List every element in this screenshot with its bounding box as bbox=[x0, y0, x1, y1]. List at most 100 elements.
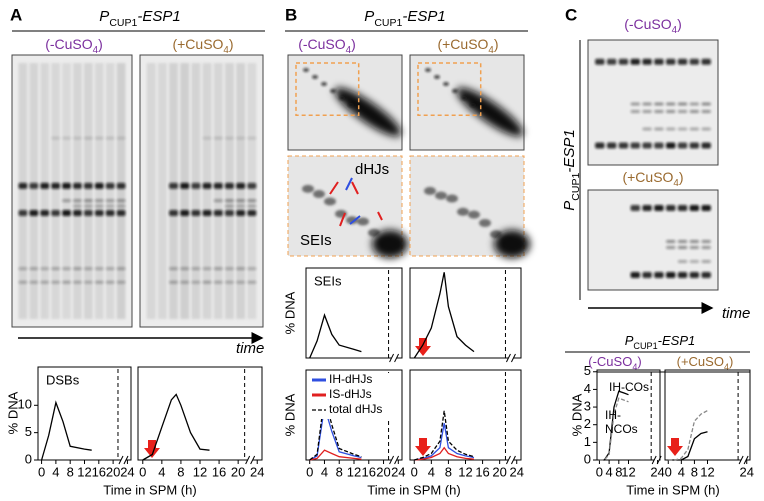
subscript: CUP1 bbox=[374, 17, 402, 29]
gel-band bbox=[224, 280, 234, 284]
gel-band bbox=[180, 210, 190, 217]
gel-band bbox=[18, 280, 28, 284]
annotation-arrow bbox=[345, 177, 353, 191]
subscript: 4 bbox=[223, 45, 229, 56]
text-part: P bbox=[561, 201, 578, 211]
chart-title: DSBs bbox=[46, 372, 80, 387]
gel-band bbox=[180, 182, 190, 189]
subscript: 4 bbox=[346, 45, 352, 56]
gel-lane bbox=[213, 63, 223, 319]
axis-break bbox=[389, 455, 395, 465]
annotation-arrow bbox=[351, 181, 359, 195]
gel-band bbox=[236, 204, 246, 208]
y-tick-label: 5 bbox=[584, 363, 591, 378]
text-part: -ESP1 bbox=[137, 8, 180, 25]
data-line bbox=[309, 406, 362, 461]
x-tick-label: 20 bbox=[106, 464, 120, 479]
gel-band bbox=[689, 127, 700, 131]
gel-band bbox=[62, 267, 71, 271]
gel-lane bbox=[62, 63, 71, 319]
gel-band bbox=[666, 240, 676, 243]
gel-band bbox=[677, 260, 688, 263]
axis-break bbox=[508, 456, 514, 464]
chart-title: SEIs bbox=[314, 273, 342, 288]
gel-band bbox=[247, 280, 257, 284]
subscript: CUP1 bbox=[109, 17, 137, 29]
gel-band bbox=[689, 240, 700, 243]
y-tick-label: 0 bbox=[584, 451, 591, 466]
gel-spot bbox=[434, 75, 440, 79]
gel-band bbox=[40, 210, 50, 217]
gel-lane bbox=[40, 63, 50, 319]
x-tick-label: 8 bbox=[615, 464, 622, 479]
data-line bbox=[142, 393, 210, 461]
gel-band bbox=[40, 280, 50, 284]
x-tick-label: 24 bbox=[739, 464, 753, 479]
data-line bbox=[599, 390, 629, 461]
gel-lane bbox=[94, 63, 104, 319]
gel-band bbox=[116, 280, 126, 284]
axis-break bbox=[506, 353, 511, 363]
axis-break bbox=[738, 455, 744, 465]
gel-lane bbox=[202, 63, 212, 319]
gel-band bbox=[654, 127, 664, 131]
gel-band bbox=[701, 260, 711, 263]
panel-label: B bbox=[285, 5, 297, 24]
gel-band bbox=[202, 267, 212, 271]
gel-band bbox=[701, 240, 711, 243]
axis-break bbox=[743, 455, 749, 465]
text-part: ) bbox=[677, 16, 682, 32]
gel-band bbox=[51, 280, 60, 284]
gel-band bbox=[18, 267, 28, 271]
gel-band bbox=[689, 142, 700, 149]
gel-band bbox=[18, 210, 28, 217]
condition: (+CuSO4) bbox=[172, 36, 233, 56]
x-tick-label: 16 bbox=[362, 464, 376, 479]
y-tick-label: 3 bbox=[584, 398, 591, 413]
gel-band bbox=[84, 280, 93, 284]
annotation: NCOs bbox=[605, 422, 638, 436]
gel-band bbox=[666, 58, 676, 65]
construct-label: PCUP1-ESP1 bbox=[99, 8, 180, 29]
gel-band bbox=[654, 205, 664, 211]
subscript: 4 bbox=[632, 362, 637, 372]
gel-band bbox=[618, 58, 629, 65]
gel-spot bbox=[446, 194, 458, 203]
gel-band bbox=[84, 199, 93, 203]
annotation-arrow bbox=[377, 211, 383, 221]
condition: (-CuSO4) bbox=[298, 36, 356, 56]
gel-band bbox=[202, 182, 212, 189]
gel-lane bbox=[157, 63, 167, 319]
gel-lane bbox=[169, 63, 179, 319]
gel-band bbox=[62, 199, 71, 203]
data-line bbox=[414, 423, 475, 461]
gel-spot bbox=[339, 96, 345, 100]
gel-band bbox=[677, 246, 688, 249]
gel-band bbox=[29, 280, 39, 284]
gel-band bbox=[654, 102, 664, 106]
gel-band bbox=[630, 272, 640, 278]
gel-band bbox=[84, 204, 93, 208]
condition: (+CuSO4) bbox=[437, 36, 498, 56]
gel-band bbox=[642, 142, 652, 149]
gel-band bbox=[642, 110, 652, 113]
text-part: -ESP1 bbox=[561, 129, 578, 172]
gel-band bbox=[595, 142, 605, 149]
text-part: (-CuSO bbox=[298, 36, 346, 52]
gel-band bbox=[701, 127, 711, 131]
legend-label: IS-dHJs bbox=[329, 387, 372, 401]
gel-spot bbox=[330, 89, 336, 93]
y-tick-label: 5 bbox=[25, 424, 32, 439]
text-part: -ESP1 bbox=[402, 8, 445, 25]
gel-band bbox=[677, 127, 688, 131]
gel-band bbox=[701, 110, 711, 113]
x-tick-label: 24 bbox=[250, 464, 264, 479]
text-part: ) bbox=[98, 36, 103, 52]
x-axis-title: Time in SPM (h) bbox=[626, 482, 719, 497]
x-tick-label: 0 bbox=[306, 464, 313, 479]
gel-band bbox=[51, 210, 60, 217]
zoom-box bbox=[295, 62, 360, 116]
gel-spot bbox=[372, 230, 408, 258]
y-tick-label: 10 bbox=[18, 397, 32, 412]
gel-band bbox=[677, 142, 688, 149]
